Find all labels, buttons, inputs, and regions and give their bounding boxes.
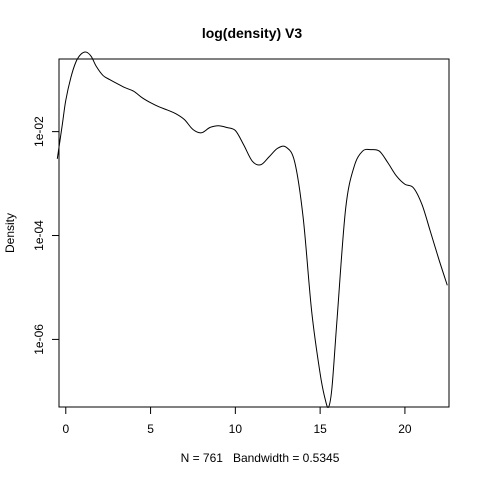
- x-tick-label: 20: [398, 422, 412, 436]
- x-tick-label: 15: [313, 422, 327, 436]
- x-axis: 0 5 10 15 20: [62, 407, 411, 436]
- y-tick-label: 1e-04: [32, 220, 46, 251]
- plot-frame: [59, 59, 449, 407]
- chart-title: log(density) V3: [202, 25, 303, 41]
- x-tick-label: 0: [62, 422, 69, 436]
- y-axis: 1e-02 1e-04 1e-06: [32, 116, 59, 355]
- x-tick-label: 5: [147, 422, 154, 436]
- density-curve: [57, 52, 447, 408]
- y-axis-label: Density: [3, 213, 17, 253]
- x-axis-label: N = 761 Bandwidth = 0.5345: [181, 451, 340, 465]
- y-tick-label: 1e-02: [32, 116, 46, 147]
- x-tick-label: 10: [229, 422, 243, 436]
- y-tick-label: 1e-06: [32, 324, 46, 355]
